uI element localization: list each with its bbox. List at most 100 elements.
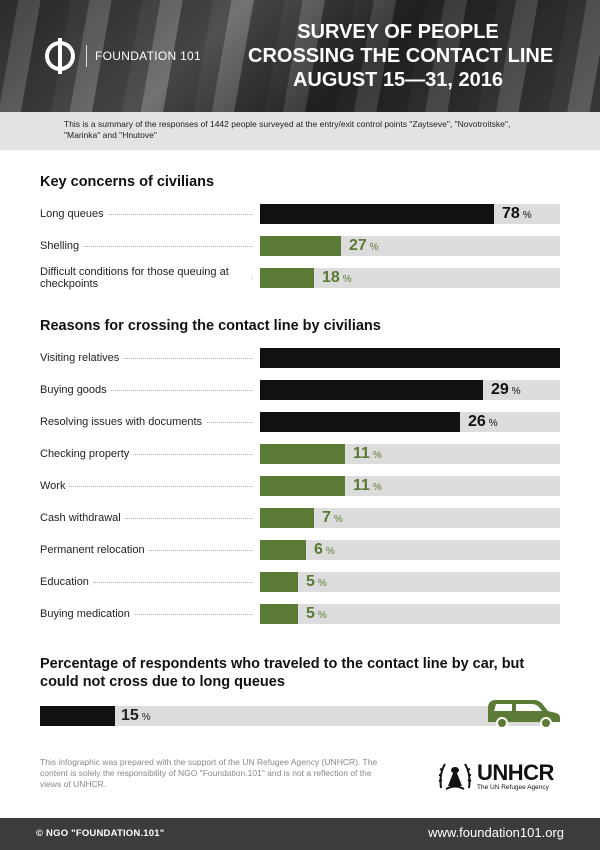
dotted-leader bbox=[40, 454, 252, 455]
reasons-bar-track: 29% bbox=[260, 380, 560, 400]
page-title: SURVEY OF PEOPLE CROSSING THE CONTACT LI… bbox=[248, 20, 554, 92]
car-icon bbox=[488, 700, 560, 729]
reasons-bar-value: 26 bbox=[468, 413, 486, 430]
car-bar-label: 15% bbox=[121, 706, 151, 726]
reasons-category-label: Buying medication bbox=[40, 604, 250, 624]
reasons-bar-track: 5% bbox=[260, 572, 560, 592]
reasons-row: Permanent relocation 6% bbox=[40, 540, 560, 560]
concerns-category-label: Shelling bbox=[40, 236, 250, 256]
title-line-2: CROSSING THE CONTACT LINE bbox=[248, 45, 554, 67]
reasons-row: Education 5% bbox=[40, 572, 560, 592]
reasons-bar-unit: % bbox=[317, 578, 327, 589]
footer-website-link[interactable]: www.foundation101.org bbox=[428, 825, 564, 840]
concerns-bar-track: 18% bbox=[260, 268, 560, 288]
reasons-category-label: Visiting relatives bbox=[40, 348, 250, 368]
reasons-bar-unit: % bbox=[333, 514, 343, 525]
reasons-bar-track: 6% bbox=[260, 540, 560, 560]
reasons-bar bbox=[260, 380, 483, 400]
concerns-bar-value: 78 bbox=[502, 205, 520, 222]
reasons-bar-value: 5 bbox=[306, 605, 315, 622]
car-bar-track: 15% bbox=[40, 706, 540, 726]
reasons-row: Checking property 11% bbox=[40, 444, 560, 464]
logo-text: FOUNDATION 101 bbox=[95, 49, 201, 63]
reasons-bar-unit: % bbox=[534, 354, 544, 365]
dotted-leader bbox=[40, 214, 252, 215]
concerns-category-label: Difficult conditions for those queuing a… bbox=[40, 264, 250, 292]
reasons-bar-value: 5 bbox=[306, 573, 315, 590]
concerns-category-label: Long queues bbox=[40, 204, 250, 224]
unhcr-logo: UNHCR The UN Refugee Agency bbox=[437, 760, 554, 794]
car-chart-title: Percentage of respondents who traveled t… bbox=[40, 656, 525, 690]
reasons-bar-value: 6 bbox=[314, 541, 323, 558]
reasons-bar-track: 11% bbox=[260, 444, 560, 464]
reasons-bar bbox=[260, 476, 345, 496]
unhcr-emblem-icon bbox=[438, 763, 472, 790]
reasons-bar-track: 11% bbox=[260, 476, 560, 496]
concerns-bar-unit: % bbox=[342, 274, 352, 285]
concerns-bar bbox=[260, 236, 341, 256]
reasons-bar-unit: % bbox=[372, 482, 382, 493]
concerns-bar-label: 78% bbox=[502, 204, 532, 224]
dotted-leader bbox=[40, 614, 252, 615]
title-line-3: AUGUST 15—31, 2016 bbox=[292, 69, 504, 91]
concerns-bar-label: 18% bbox=[322, 268, 352, 288]
reasons-row: Work 11% bbox=[40, 476, 560, 496]
reasons-bar-unit: % bbox=[372, 450, 382, 461]
reasons-bar-value: 11 bbox=[353, 477, 370, 494]
reasons-category-label: Cash withdrawal bbox=[40, 508, 250, 528]
concerns-bar-label: 27% bbox=[349, 236, 379, 256]
concerns-bar bbox=[260, 268, 314, 288]
reasons-row: Cash withdrawal 7% bbox=[40, 508, 560, 528]
concerns-row: Shelling 27% bbox=[40, 236, 560, 256]
header: FOUNDATION 101 SURVEY OF PEOPLE CROSSING… bbox=[0, 0, 600, 112]
reasons-category-label: Permanent relocation bbox=[40, 540, 250, 560]
reasons-bar-value: 29 bbox=[491, 381, 509, 398]
unhcr-name: UNHCR bbox=[477, 760, 554, 785]
reasons-bar bbox=[260, 444, 345, 464]
concerns-bar-value: 18 bbox=[322, 269, 340, 286]
reasons-bar-unit: % bbox=[488, 418, 498, 429]
reasons-bar-value: 11 bbox=[353, 445, 370, 462]
footer: © NGO "FOUNDATION.101" www.foundation101… bbox=[0, 818, 600, 850]
concerns-bar-unit: % bbox=[522, 210, 532, 221]
car-bar bbox=[40, 706, 115, 726]
reasons-bar bbox=[260, 572, 298, 592]
summary-text: This is a summary of the responses of 14… bbox=[64, 119, 511, 140]
dotted-leader bbox=[40, 246, 252, 247]
concerns-chart-title: Key concerns of civilians bbox=[40, 174, 215, 190]
car-bar-unit: % bbox=[141, 712, 151, 723]
foundation-logo: FOUNDATION 101 bbox=[40, 36, 201, 76]
concerns-bar bbox=[260, 204, 494, 224]
dotted-leader bbox=[40, 358, 252, 359]
reasons-category-label: Education bbox=[40, 572, 250, 592]
reasons-bar-track: 7% bbox=[260, 508, 560, 528]
reasons-bar-label: 6% bbox=[314, 540, 335, 560]
summary-band: This is a summary of the responses of 14… bbox=[0, 112, 600, 150]
reasons-bar-track: 39% bbox=[260, 348, 560, 368]
concerns-bar-track: 27% bbox=[260, 236, 560, 256]
concerns-row: Difficult conditions for those queuing a… bbox=[40, 264, 560, 292]
car-bar-value: 15 bbox=[121, 707, 139, 724]
header-background-photo bbox=[0, 0, 600, 112]
concerns-bar-value: 27 bbox=[349, 237, 367, 254]
reasons-row: Resolving issues with documents 26% bbox=[40, 412, 560, 432]
footnote: This infographic was prepared with the s… bbox=[40, 757, 378, 789]
concerns-bar-unit: % bbox=[369, 242, 379, 253]
concerns-row: Long queues 78% bbox=[40, 204, 560, 224]
foundation-logo-icon bbox=[45, 38, 75, 74]
reasons-bar-label: 7% bbox=[322, 508, 343, 528]
reasons-bar-label: 39% bbox=[514, 348, 544, 368]
concerns-bar-track: 78% bbox=[260, 204, 560, 224]
reasons-bar-label: 26% bbox=[468, 412, 498, 432]
reasons-bar-unit: % bbox=[325, 546, 335, 557]
reasons-bar-label: 11% bbox=[353, 476, 382, 496]
reasons-category-label: Resolving issues with documents bbox=[40, 412, 250, 432]
reasons-bar-unit: % bbox=[511, 386, 521, 397]
reasons-bar bbox=[260, 412, 460, 432]
reasons-bar-label: 11% bbox=[353, 444, 382, 464]
footer-copyright: © NGO "FOUNDATION.101" bbox=[36, 828, 165, 839]
reasons-category-label: Checking property bbox=[40, 444, 250, 464]
reasons-bar bbox=[260, 604, 298, 624]
reasons-category-label: Work bbox=[40, 476, 250, 496]
reasons-chart-title: Reasons for crossing the contact line by… bbox=[40, 318, 381, 334]
